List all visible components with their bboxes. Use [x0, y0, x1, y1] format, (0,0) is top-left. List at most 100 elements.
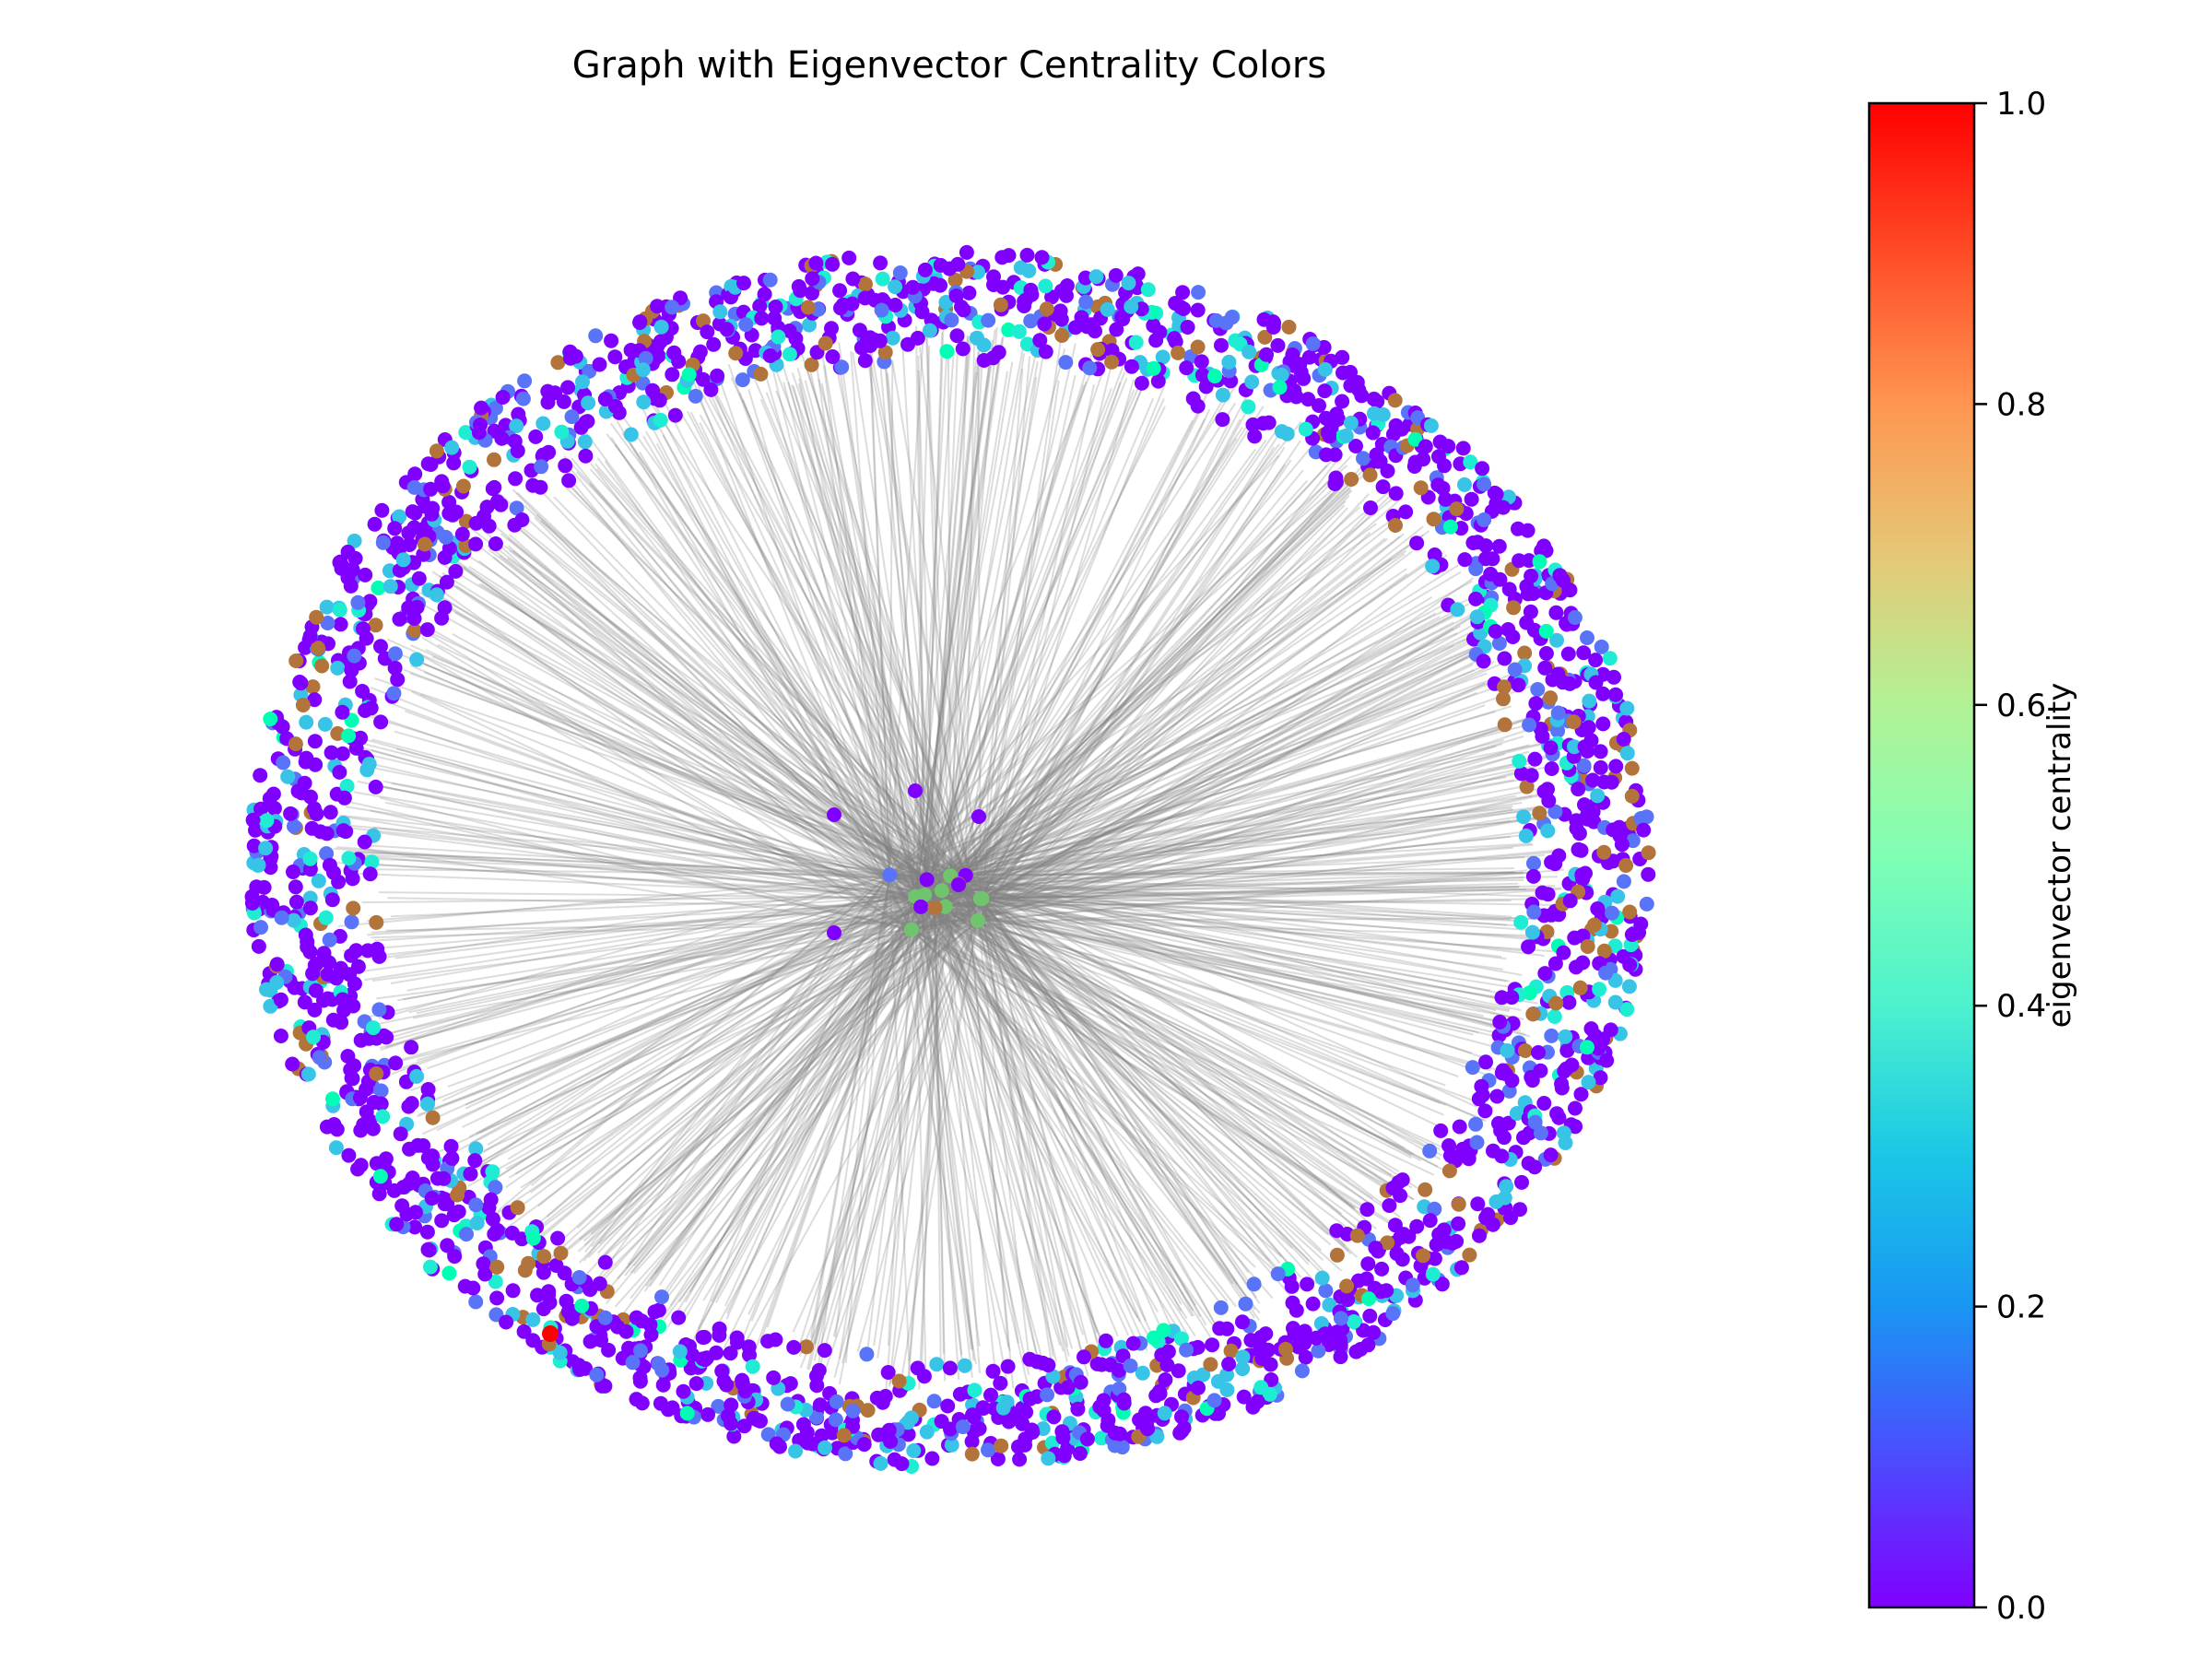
graph-edge: [798, 898, 983, 1357]
graph-edge: [944, 905, 1373, 1241]
graph-edge: [508, 545, 922, 908]
graph-edge: [976, 920, 1142, 1323]
graph-edge: [982, 872, 1524, 900]
graph-edge: [934, 361, 1039, 909]
graph-edge: [383, 898, 982, 1065]
graph-node: [330, 660, 346, 676]
graph-edge: [935, 906, 1496, 1022]
graph-edge: [888, 874, 1406, 1203]
graph-edge: [338, 874, 890, 927]
graph-node: [1561, 994, 1577, 1010]
graph-node: [509, 500, 524, 516]
graph-node: [473, 418, 488, 432]
graph-node: [714, 1363, 730, 1379]
graph-node: [1474, 1078, 1489, 1094]
graph-edge: [595, 468, 951, 877]
graph-edge: [708, 397, 967, 877]
graph-node: [1550, 666, 1566, 682]
graph-node: [1491, 1115, 1506, 1131]
graph-node: [917, 262, 933, 277]
graph-node: [1580, 630, 1594, 645]
graph-edge: [914, 895, 1511, 1011]
graph-edge: [924, 893, 1522, 927]
graph-node: [1114, 310, 1130, 325]
graph-edge: [924, 846, 1513, 896]
graph-edge: [920, 905, 1512, 1076]
graph-edge: [380, 878, 927, 1052]
graph-node: [504, 1225, 520, 1241]
graph-edge: [597, 894, 925, 1254]
graph-edge: [934, 378, 1147, 909]
graph-edge: [926, 530, 1430, 881]
graph-node: [1174, 1409, 1189, 1425]
graph-node: [754, 311, 770, 326]
graph-node: [1585, 772, 1601, 788]
graph-node: [336, 790, 352, 806]
graph-node: [402, 1176, 417, 1192]
graph-node: [1363, 500, 1378, 515]
graph-edge: [964, 418, 1206, 877]
graph-node: [1463, 454, 1478, 470]
graph-edge: [924, 522, 1395, 896]
graph-node: [1436, 1222, 1452, 1238]
graph-edge: [934, 353, 1026, 909]
graph-node: [550, 355, 566, 371]
graph-edge: [856, 898, 982, 1352]
graph-node: [1517, 645, 1533, 661]
graph-edge: [944, 906, 1019, 1344]
graph-edge: [774, 368, 982, 900]
graph-node: [818, 1440, 832, 1455]
graph-edge: [914, 616, 1441, 898]
graph-edge: [980, 493, 1371, 900]
graph-node: [1190, 339, 1206, 355]
graph-edge: [941, 715, 1535, 892]
graph-edge: [462, 905, 922, 1128]
graph-edge: [602, 898, 982, 1269]
graph-node: [1497, 651, 1512, 666]
graph-node: [1213, 1300, 1229, 1315]
hub-node: [970, 912, 985, 928]
graph-edge: [982, 898, 1428, 1147]
graph-edge: [979, 435, 1279, 900]
graph-edge: [977, 920, 1202, 1318]
graph-node: [1451, 1196, 1466, 1212]
graph-edge: [920, 535, 1401, 908]
graph-node: [499, 1314, 514, 1330]
graph-node: [1405, 1277, 1420, 1293]
graph-edge: [934, 558, 1393, 909]
graph-node: [1000, 1359, 1016, 1374]
graph-node: [793, 283, 808, 299]
graph-node: [808, 1409, 824, 1425]
graph-edge: [924, 893, 1522, 952]
graph-edge: [462, 898, 982, 1176]
graph-node: [425, 1148, 441, 1164]
graph-edge: [362, 760, 925, 896]
graph-edge: [924, 685, 1533, 896]
graph-edge: [540, 520, 967, 877]
graph-edge: [643, 894, 926, 1292]
graph-node: [1388, 486, 1404, 501]
colorbar-tick-label: 0.6: [1996, 688, 2046, 724]
graph-node: [1206, 1393, 1222, 1408]
graph-edge: [483, 919, 979, 1152]
graph-edge: [920, 906, 1413, 1159]
graph-node: [1124, 299, 1139, 314]
graph-edge: [911, 929, 965, 1374]
graph-node: [1520, 586, 1535, 602]
graph-node: [494, 430, 510, 446]
graph-edge: [812, 345, 891, 876]
graph-edge: [977, 920, 1207, 1326]
graph-edge: [926, 644, 1454, 881]
graph-edge: [562, 920, 979, 1255]
graph-edge: [980, 644, 1482, 900]
graph-node: [1461, 1150, 1477, 1166]
graph-node: [594, 1333, 608, 1347]
graph-edge: [362, 747, 916, 898]
graph-edge: [925, 427, 1244, 880]
graph-node: [874, 302, 889, 318]
graph-node: [350, 959, 366, 974]
graph-edge: [924, 893, 1552, 906]
graph-edge: [444, 553, 922, 908]
graph-edge: [590, 463, 936, 909]
graph-node: [1317, 383, 1333, 399]
